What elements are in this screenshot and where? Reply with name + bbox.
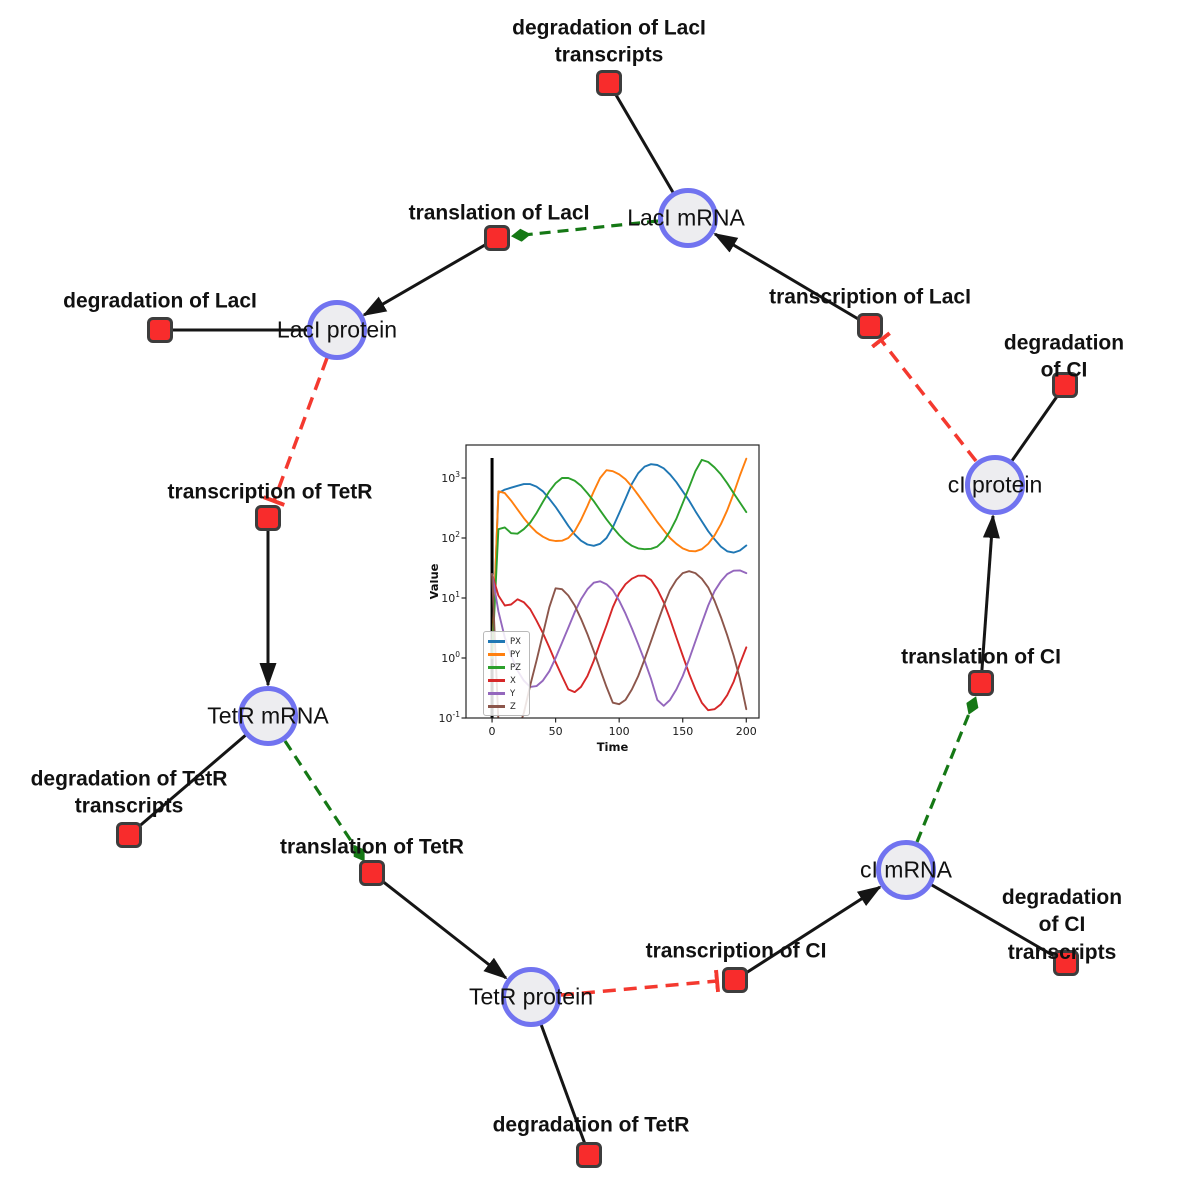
reaction-node-transcription-ci[interactable]: [722, 967, 748, 993]
svg-text:100: 100: [441, 650, 460, 665]
species-label-laci-mrna: LacI mRNA: [627, 204, 745, 231]
reaction-label-degradation-laci: degradation of LacI: [63, 289, 257, 313]
series-px: [491, 463, 748, 659]
svg-text:10-1: 10-1: [439, 710, 461, 725]
series-py: [491, 457, 748, 659]
reaction-node-degradation-tetr-transcripts[interactable]: [116, 822, 142, 848]
edge-tetrprotein-inhibits-ci: [560, 969, 720, 997]
reaction-label-translation-ci: translation of CI: [901, 645, 1061, 669]
legend-swatch-y: [488, 692, 505, 695]
svg-text:100: 100: [609, 725, 630, 738]
species-label-ci-protein: cI protein: [947, 471, 1043, 498]
inset-plot: 0 50 100 150 200 10-1 100 101 102 103 Time Value PX…: [427, 437, 775, 767]
svg-text:0: 0: [489, 725, 496, 738]
edge-translation-laciprotein: [362, 236, 498, 317]
reaction-node-transcription-laci[interactable]: [857, 313, 883, 339]
legend-item-px: PX: [488, 635, 525, 648]
legend-swatch-px: [488, 640, 505, 643]
reaction-label-degradation-ci: degradation of CI: [1003, 331, 1125, 382]
reaction-node-degradation-laci-transcripts[interactable]: [596, 70, 622, 96]
reaction-node-degradation-ci[interactable]: [1052, 372, 1078, 398]
legend-swatch-z: [488, 705, 505, 708]
reaction-node-translation-ci[interactable]: [968, 670, 994, 696]
reaction-node-translation-laci[interactable]: [484, 225, 510, 251]
legend-item-x: X: [488, 674, 525, 687]
reaction-label-degradation-tetr-transcripts: degradation of TetR transcripts: [30, 767, 228, 818]
reaction-label-degradation-tetr: degradation of TetR: [492, 1113, 690, 1137]
series-x: [491, 573, 748, 712]
legend-item-y: Y: [488, 687, 525, 700]
reaction-node-degradation-tetr[interactable]: [576, 1142, 602, 1168]
species-label-laci-protein: LacI protein: [276, 316, 398, 343]
svg-text:101: 101: [441, 590, 460, 605]
edge-tetrmrna-translation-catalysis: [283, 740, 365, 862]
reaction-node-translation-tetr[interactable]: [359, 860, 385, 886]
reaction-label-translation-tetr: translation of TetR: [280, 835, 464, 859]
edge-translation-ciprotein: [979, 514, 1000, 684]
reaction-label-translation-laci: translation of LacI: [408, 201, 590, 225]
edge-cimrna-translation-catalysis: [915, 696, 979, 843]
series-pz: [491, 458, 748, 659]
reaction-label-degradation-ci-transcripts: degradation of CI transcripts: [1001, 886, 1123, 964]
series-z: [491, 570, 748, 718]
species-label-tetr-mrna: TetR mRNA: [207, 702, 329, 729]
svg-text:102: 102: [441, 530, 460, 545]
reaction-node-degradation-ci-transcripts[interactable]: [1053, 950, 1079, 976]
reaction-node-transcription-tetr[interactable]: [255, 505, 281, 531]
edge-laciprotein-inhibits-tetr: [262, 357, 329, 507]
reaction-label-transcription-ci: transcription of CI: [645, 939, 827, 963]
reaction-label-transcription-laci: transcription of LacI: [769, 285, 971, 309]
species-label-tetr-protein: TetR protein: [468, 983, 594, 1010]
species-node-laci-protein[interactable]: [307, 300, 367, 360]
legend-item-py: PY: [488, 648, 525, 661]
legend-item-z: Z: [488, 700, 525, 713]
reaction-node-degradation-laci[interactable]: [147, 317, 173, 343]
legend-swatch-pz: [488, 666, 505, 669]
species-node-tetr-protein[interactable]: [501, 967, 561, 1027]
y-axis-label: Value: [430, 563, 441, 599]
species-node-laci-mrna[interactable]: [658, 188, 718, 248]
edge-transcription-cimrna: [734, 885, 882, 982]
legend-swatch-py: [488, 653, 505, 656]
species-label-ci-mrna: cI mRNA: [860, 856, 952, 883]
species-node-tetr-mrna[interactable]: [238, 686, 298, 746]
edge-lacimrna-translation-catalysis: [511, 219, 659, 242]
legend-swatch-x: [488, 679, 505, 682]
edge-cimrna-degradation: [905, 868, 1067, 965]
legend-item-pz: PZ: [488, 661, 525, 674]
svg-text:150: 150: [672, 725, 693, 738]
species-node-ci-mrna[interactable]: [876, 840, 936, 900]
svg-text:200: 200: [736, 725, 757, 738]
edge-translation-tetrprotein: [371, 871, 508, 980]
edge-transcription-lacimrna: [713, 232, 871, 328]
svg-text:103: 103: [441, 470, 460, 485]
inset-plot-canvas: 0 50 100 150 200 10-1 100 101 102 103 Time Value: [427, 444, 760, 754]
svg-text:50: 50: [549, 725, 563, 738]
edge-ciprotein-inhibits-laci: [871, 331, 978, 463]
series-y: [491, 569, 748, 707]
species-node-ci-protein[interactable]: [965, 455, 1025, 515]
reaction-label-degradation-laci-transcripts: degradation of LacI transcripts: [512, 16, 706, 67]
plot-legend: PX PY PZ X Y Z: [483, 631, 530, 716]
reaction-label-transcription-tetr: transcription of TetR: [167, 480, 373, 504]
x-axis-label: Time: [597, 740, 629, 754]
